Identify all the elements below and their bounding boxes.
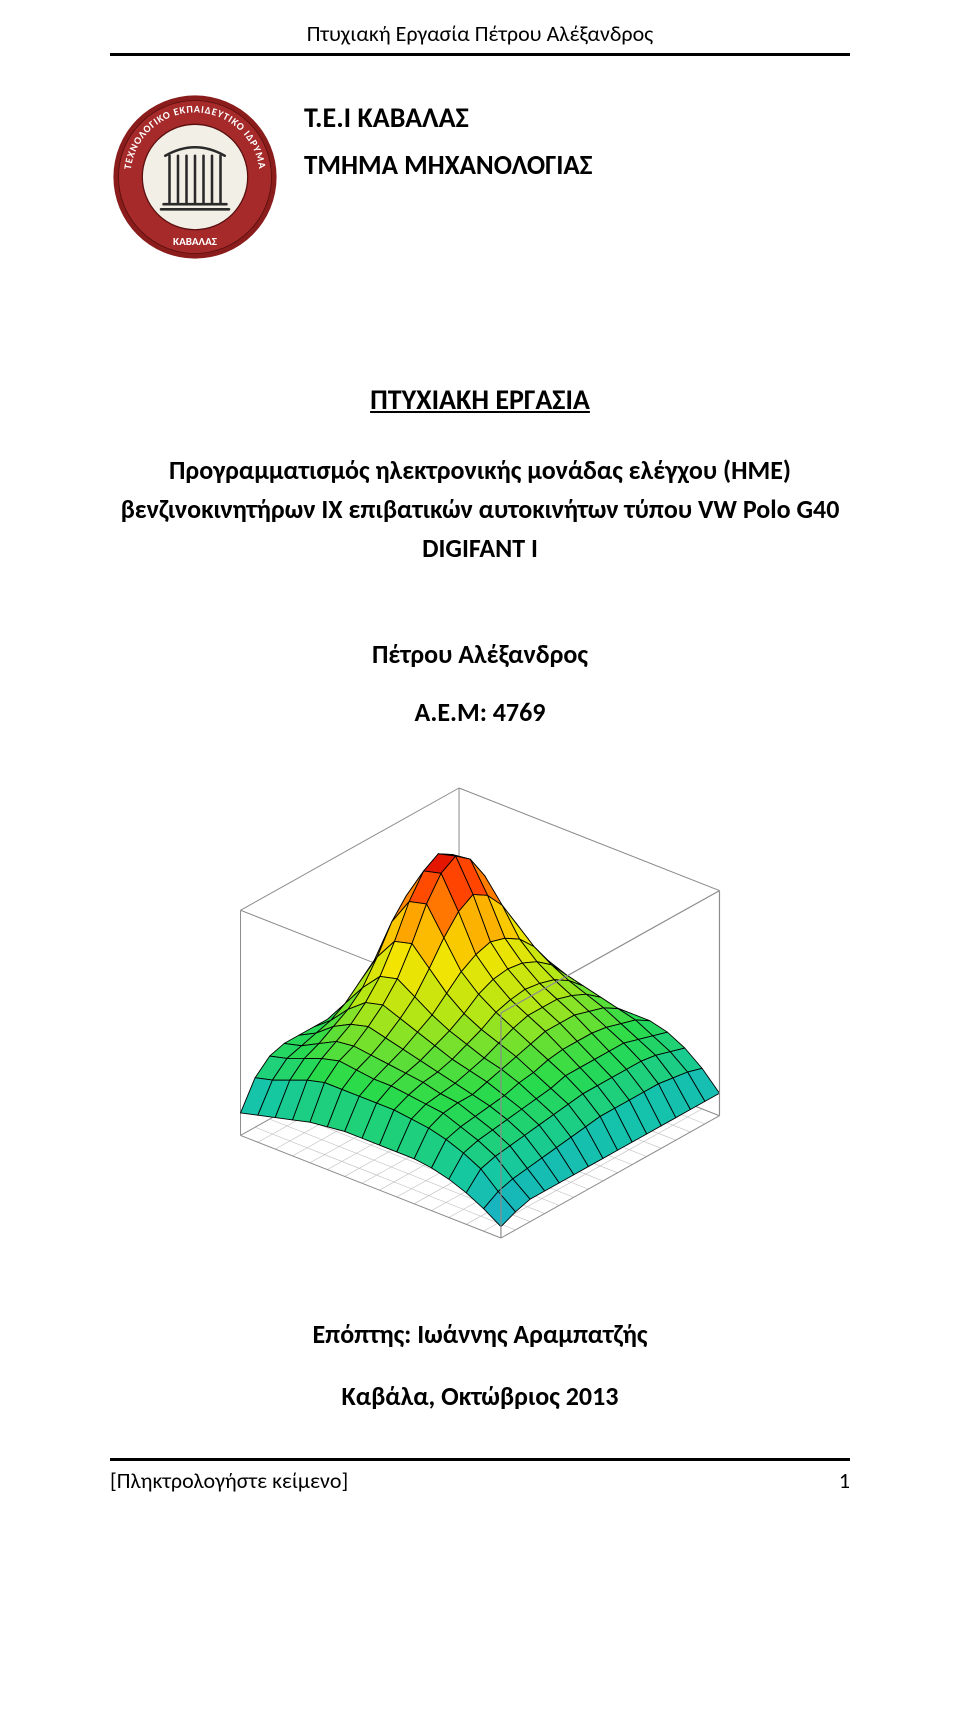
running-header: Πτυχιακή Εργασία Πέτρου Αλέξανδρος — [110, 20, 850, 56]
footer-page-number: 1 — [839, 1467, 850, 1494]
surface-plot — [110, 768, 850, 1258]
institution-name: Τ.Ε.Ι ΚΑΒΑΛΑΣ — [304, 100, 592, 135]
document-page: Πτυχιακή Εργασία Πέτρου Αλέξανδρος ΤΕΧΝΟ… — [0, 0, 960, 1733]
section-label: ΠΤΥΧΙΑΚΗ ΕΡΓΑΣΙΑ — [110, 382, 850, 417]
aem-number: Α.Ε.Μ: 4769 — [110, 696, 850, 728]
footer-left: [Πληκτρολογήστε κείμενο] — [110, 1467, 348, 1494]
institution-seal: ΤΕΧΝΟΛΟΓΙΚΟ ΕΚΠΑΙΔΕΥΤΙΚΟ ΙΔΡΥΜΑΚΑΒΑΛΑΣ — [110, 92, 280, 262]
author-name: Πέτρου Αλέξανδρος — [110, 638, 850, 670]
institution-block: ΤΕΧΝΟΛΟΓΙΚΟ ΕΚΠΑΙΔΕΥΤΙΚΟ ΙΔΡΥΜΑΚΑΒΑΛΑΣ Τ… — [110, 92, 850, 262]
thesis-title: Προγραμματισμός ηλεκτρονικής μονάδας ελέ… — [110, 451, 850, 568]
department-name: ΤΜΗΜΑ ΜΗΧΑΝΟΛΟΓΙΑΣ — [304, 149, 592, 182]
page-footer: [Πληκτρολογήστε κείμενο] 1 — [110, 1458, 850, 1494]
supervisor: Επόπτης: Ιωάννης Αραμπατζής — [110, 1318, 850, 1350]
institution-titles: Τ.Ε.Ι ΚΑΒΑΛΑΣ ΤΜΗΜΑ ΜΗΧΑΝΟΛΟΓΙΑΣ — [304, 92, 592, 182]
place-date: Καβάλα, Οκτώβριος 2013 — [110, 1380, 850, 1412]
svg-text:ΚΑΒΑΛΑΣ: ΚΑΒΑΛΑΣ — [173, 234, 217, 248]
